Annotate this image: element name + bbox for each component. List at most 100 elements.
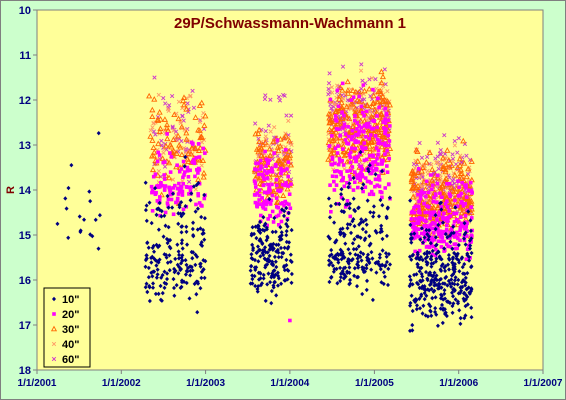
data-point xyxy=(438,191,442,196)
data-point xyxy=(369,249,374,255)
data-point xyxy=(180,189,185,194)
data-point xyxy=(351,217,356,222)
data-point xyxy=(171,276,176,282)
data-point xyxy=(334,119,339,123)
data-point xyxy=(173,150,180,156)
data-point xyxy=(253,267,258,273)
data-point xyxy=(360,291,365,297)
data-point xyxy=(415,262,420,267)
data-point xyxy=(361,265,366,271)
data-point xyxy=(445,157,452,163)
data-point xyxy=(279,166,283,171)
data-point xyxy=(436,239,441,243)
data-point xyxy=(370,162,375,167)
data-point xyxy=(276,254,281,260)
data-point xyxy=(339,115,346,121)
data-point xyxy=(326,196,331,201)
data-point xyxy=(197,201,202,205)
data-point xyxy=(448,194,452,198)
data-point xyxy=(328,97,333,102)
data-point xyxy=(283,148,288,152)
data-point xyxy=(445,205,450,209)
data-point xyxy=(175,196,180,201)
data-point xyxy=(344,78,351,85)
data-point xyxy=(427,228,432,233)
data-point xyxy=(337,118,344,125)
data-point xyxy=(469,286,474,291)
data-point xyxy=(327,236,332,241)
data-point xyxy=(333,114,338,118)
data-point xyxy=(288,206,293,211)
data-point xyxy=(202,192,207,198)
data-point xyxy=(351,188,356,192)
data-point xyxy=(181,181,186,186)
data-point xyxy=(442,161,449,168)
legend-label: 60" xyxy=(62,354,79,366)
data-point xyxy=(272,279,277,285)
data-point xyxy=(422,251,427,256)
data-point xyxy=(373,184,377,189)
data-point xyxy=(156,128,163,135)
data-point xyxy=(378,143,385,150)
data-point xyxy=(153,291,158,297)
data-point xyxy=(181,207,186,212)
data-point xyxy=(426,149,433,156)
data-point xyxy=(267,158,272,163)
data-point xyxy=(429,264,434,269)
data-point xyxy=(337,84,344,91)
data-point xyxy=(66,185,71,191)
data-point xyxy=(194,279,199,284)
data-point xyxy=(426,302,431,307)
data-point xyxy=(422,283,427,289)
data-point xyxy=(282,245,287,250)
data-point xyxy=(273,229,278,235)
data-point xyxy=(451,301,456,306)
data-point xyxy=(388,262,393,267)
data-point xyxy=(388,124,392,128)
data-point xyxy=(274,196,279,200)
data-point xyxy=(335,151,340,155)
data-point xyxy=(288,318,292,323)
data-point xyxy=(442,246,447,251)
data-point xyxy=(176,99,182,104)
data-point xyxy=(376,153,380,157)
data-point xyxy=(365,278,370,284)
data-point xyxy=(151,285,156,290)
data-point xyxy=(449,284,454,289)
data-point xyxy=(261,252,266,258)
data-point xyxy=(168,143,175,150)
data-point xyxy=(255,204,259,208)
data-point xyxy=(349,146,354,150)
data-point xyxy=(260,172,265,177)
data-point xyxy=(450,281,455,286)
y-tick-label: 16 xyxy=(19,275,31,287)
data-point xyxy=(457,166,464,173)
data-point xyxy=(351,246,356,252)
data-point xyxy=(447,200,454,207)
data-point xyxy=(194,182,199,188)
data-point xyxy=(282,203,286,208)
data-point xyxy=(345,222,350,227)
data-point xyxy=(349,230,354,236)
data-point xyxy=(367,179,372,184)
data-point xyxy=(435,323,440,329)
data-point xyxy=(380,168,385,174)
data-point xyxy=(375,129,382,135)
data-point xyxy=(429,238,433,243)
data-point xyxy=(429,210,433,215)
y-tick-label: 14 xyxy=(19,185,32,197)
data-point xyxy=(367,136,372,141)
data-point xyxy=(364,157,369,162)
data-point xyxy=(465,251,470,256)
data-point xyxy=(258,202,262,207)
data-point xyxy=(270,170,275,174)
data-point xyxy=(412,228,416,232)
data-point xyxy=(411,222,416,226)
data-point xyxy=(439,183,446,190)
data-point xyxy=(344,87,351,93)
data-point xyxy=(150,189,155,194)
legend-marker xyxy=(51,341,57,347)
data-point xyxy=(464,286,469,292)
data-point xyxy=(276,223,281,227)
data-point xyxy=(93,217,98,223)
